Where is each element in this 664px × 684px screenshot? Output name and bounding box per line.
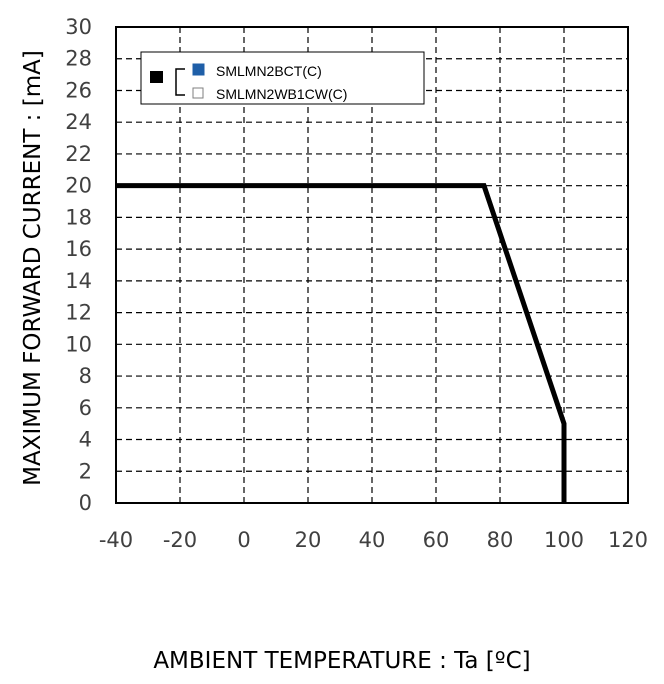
y-tick-label: 4 [79,428,92,452]
x-tick-label: 0 [237,528,250,552]
y-tick-label: 28 [65,47,92,71]
y-tick-label: 26 [65,78,92,102]
legend: SMLMN2BCT(C) SMLMN2WB1CW(C) [140,51,425,105]
y-tick-label: 0 [79,491,92,515]
x-tick-label: 80 [487,528,514,552]
series-group [116,183,567,503]
legend-marker-smlmn2bct [192,63,205,76]
plot-area-frame [115,26,629,504]
x-tick-label: 100 [544,528,584,552]
y-tick-label: 12 [65,301,92,325]
x-tick-label: -40 [99,528,133,552]
x-axis-label: AMBIENT TEMPERATURE : Ta [ºC] [153,648,530,674]
y-tick-label: 30 [65,15,92,39]
y-tick-label: 14 [65,269,92,293]
x-tick-label: 120 [608,528,648,552]
legend-box [140,51,425,105]
x-tick-label: 60 [423,528,450,552]
legend-entry-smlmn2wb1cw: SMLMN2WB1CW(C) [216,86,347,102]
x-tick-label: 20 [295,528,322,552]
y-tick-label: 20 [65,174,92,198]
y-axis-label: MAXIMUM FORWARD CURRENT : [mA] [20,50,46,486]
x-tick-label: 40 [359,528,386,552]
y-tick-label: 2 [79,459,92,483]
y-tick-label: 22 [65,142,92,166]
y-tick-label: 8 [79,364,92,388]
legend-marker-smlmn2wb1cw [192,87,204,99]
x-tick-labels: -40 -20 0 20 40 60 80 100 120 [99,528,648,552]
series-line [116,183,567,503]
y-tick-label: 24 [65,110,92,134]
y-tick-label: 18 [65,205,92,229]
legend-series-marker [150,71,163,83]
legend-entry-smlmn2bct: SMLMN2BCT(C) [216,63,322,79]
y-tick-label: 10 [65,332,92,356]
y-tick-label: 6 [79,396,92,420]
legend-bracket [175,68,185,96]
x-tick-label: -20 [163,528,197,552]
y-tick-label: 16 [65,237,92,261]
